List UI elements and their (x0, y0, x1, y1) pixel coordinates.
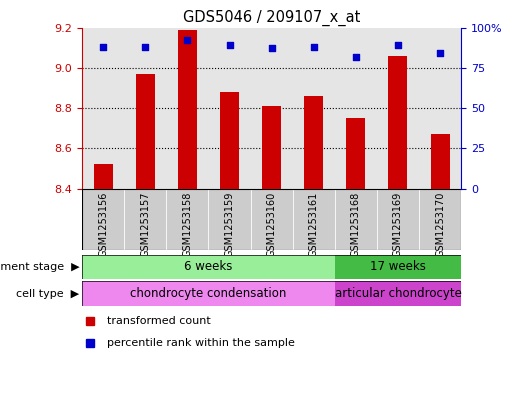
Text: GSM1253157: GSM1253157 (140, 192, 151, 257)
Text: percentile rank within the sample: percentile rank within the sample (107, 338, 295, 348)
Title: GDS5046 / 209107_x_at: GDS5046 / 209107_x_at (183, 10, 360, 26)
Point (310, 44, 318, 50)
Bar (335, 281, 461, 306)
Bar (208, 189, 251, 250)
Text: 6 weeks: 6 weeks (184, 260, 233, 274)
Bar (82, 255, 335, 279)
Bar (335, 255, 461, 279)
Bar (82, 28, 124, 189)
Bar (304, 96, 323, 189)
Point (436, 50, 444, 57)
Text: GSM1253160: GSM1253160 (267, 192, 277, 257)
Text: GSM1253156: GSM1253156 (98, 192, 108, 257)
Bar (220, 92, 239, 189)
Bar (94, 164, 113, 189)
Bar (82, 281, 335, 306)
Bar (124, 28, 166, 189)
Bar (377, 28, 419, 189)
Point (99, 44, 108, 50)
Text: GSM1253169: GSM1253169 (393, 192, 403, 257)
Bar (251, 28, 293, 189)
Point (267, 45, 276, 51)
Bar (293, 28, 335, 189)
Text: GSM1253161: GSM1253161 (309, 192, 319, 257)
Bar (419, 189, 461, 250)
Bar (136, 74, 155, 189)
Bar (262, 106, 281, 189)
Bar (293, 189, 335, 250)
Bar (335, 189, 377, 250)
Text: development stage  ▶: development stage ▶ (0, 262, 80, 272)
Bar (124, 189, 166, 250)
Point (225, 42, 234, 48)
Bar (166, 28, 208, 189)
Bar (388, 56, 408, 189)
Text: GSM1253159: GSM1253159 (225, 192, 234, 257)
Bar (419, 28, 461, 189)
Text: chondrocyte condensation: chondrocyte condensation (130, 287, 287, 300)
Text: GSM1253170: GSM1253170 (435, 192, 445, 257)
Text: transformed count: transformed count (107, 316, 210, 327)
Point (141, 44, 149, 50)
Text: cell type  ▶: cell type ▶ (16, 288, 80, 299)
Point (394, 42, 402, 48)
Point (351, 53, 360, 60)
Text: 17 weeks: 17 weeks (370, 260, 426, 274)
Bar (166, 189, 208, 250)
Bar (335, 28, 377, 189)
Text: GSM1253168: GSM1253168 (351, 192, 361, 257)
Text: GSM1253158: GSM1253158 (182, 192, 192, 257)
Bar (251, 189, 293, 250)
Bar (377, 189, 419, 250)
Point (183, 37, 192, 44)
Bar (208, 28, 251, 189)
Bar (178, 29, 197, 189)
Bar (347, 118, 365, 189)
Bar (430, 134, 449, 189)
Bar (82, 189, 124, 250)
Text: articular chondrocyte: articular chondrocyte (334, 287, 462, 300)
